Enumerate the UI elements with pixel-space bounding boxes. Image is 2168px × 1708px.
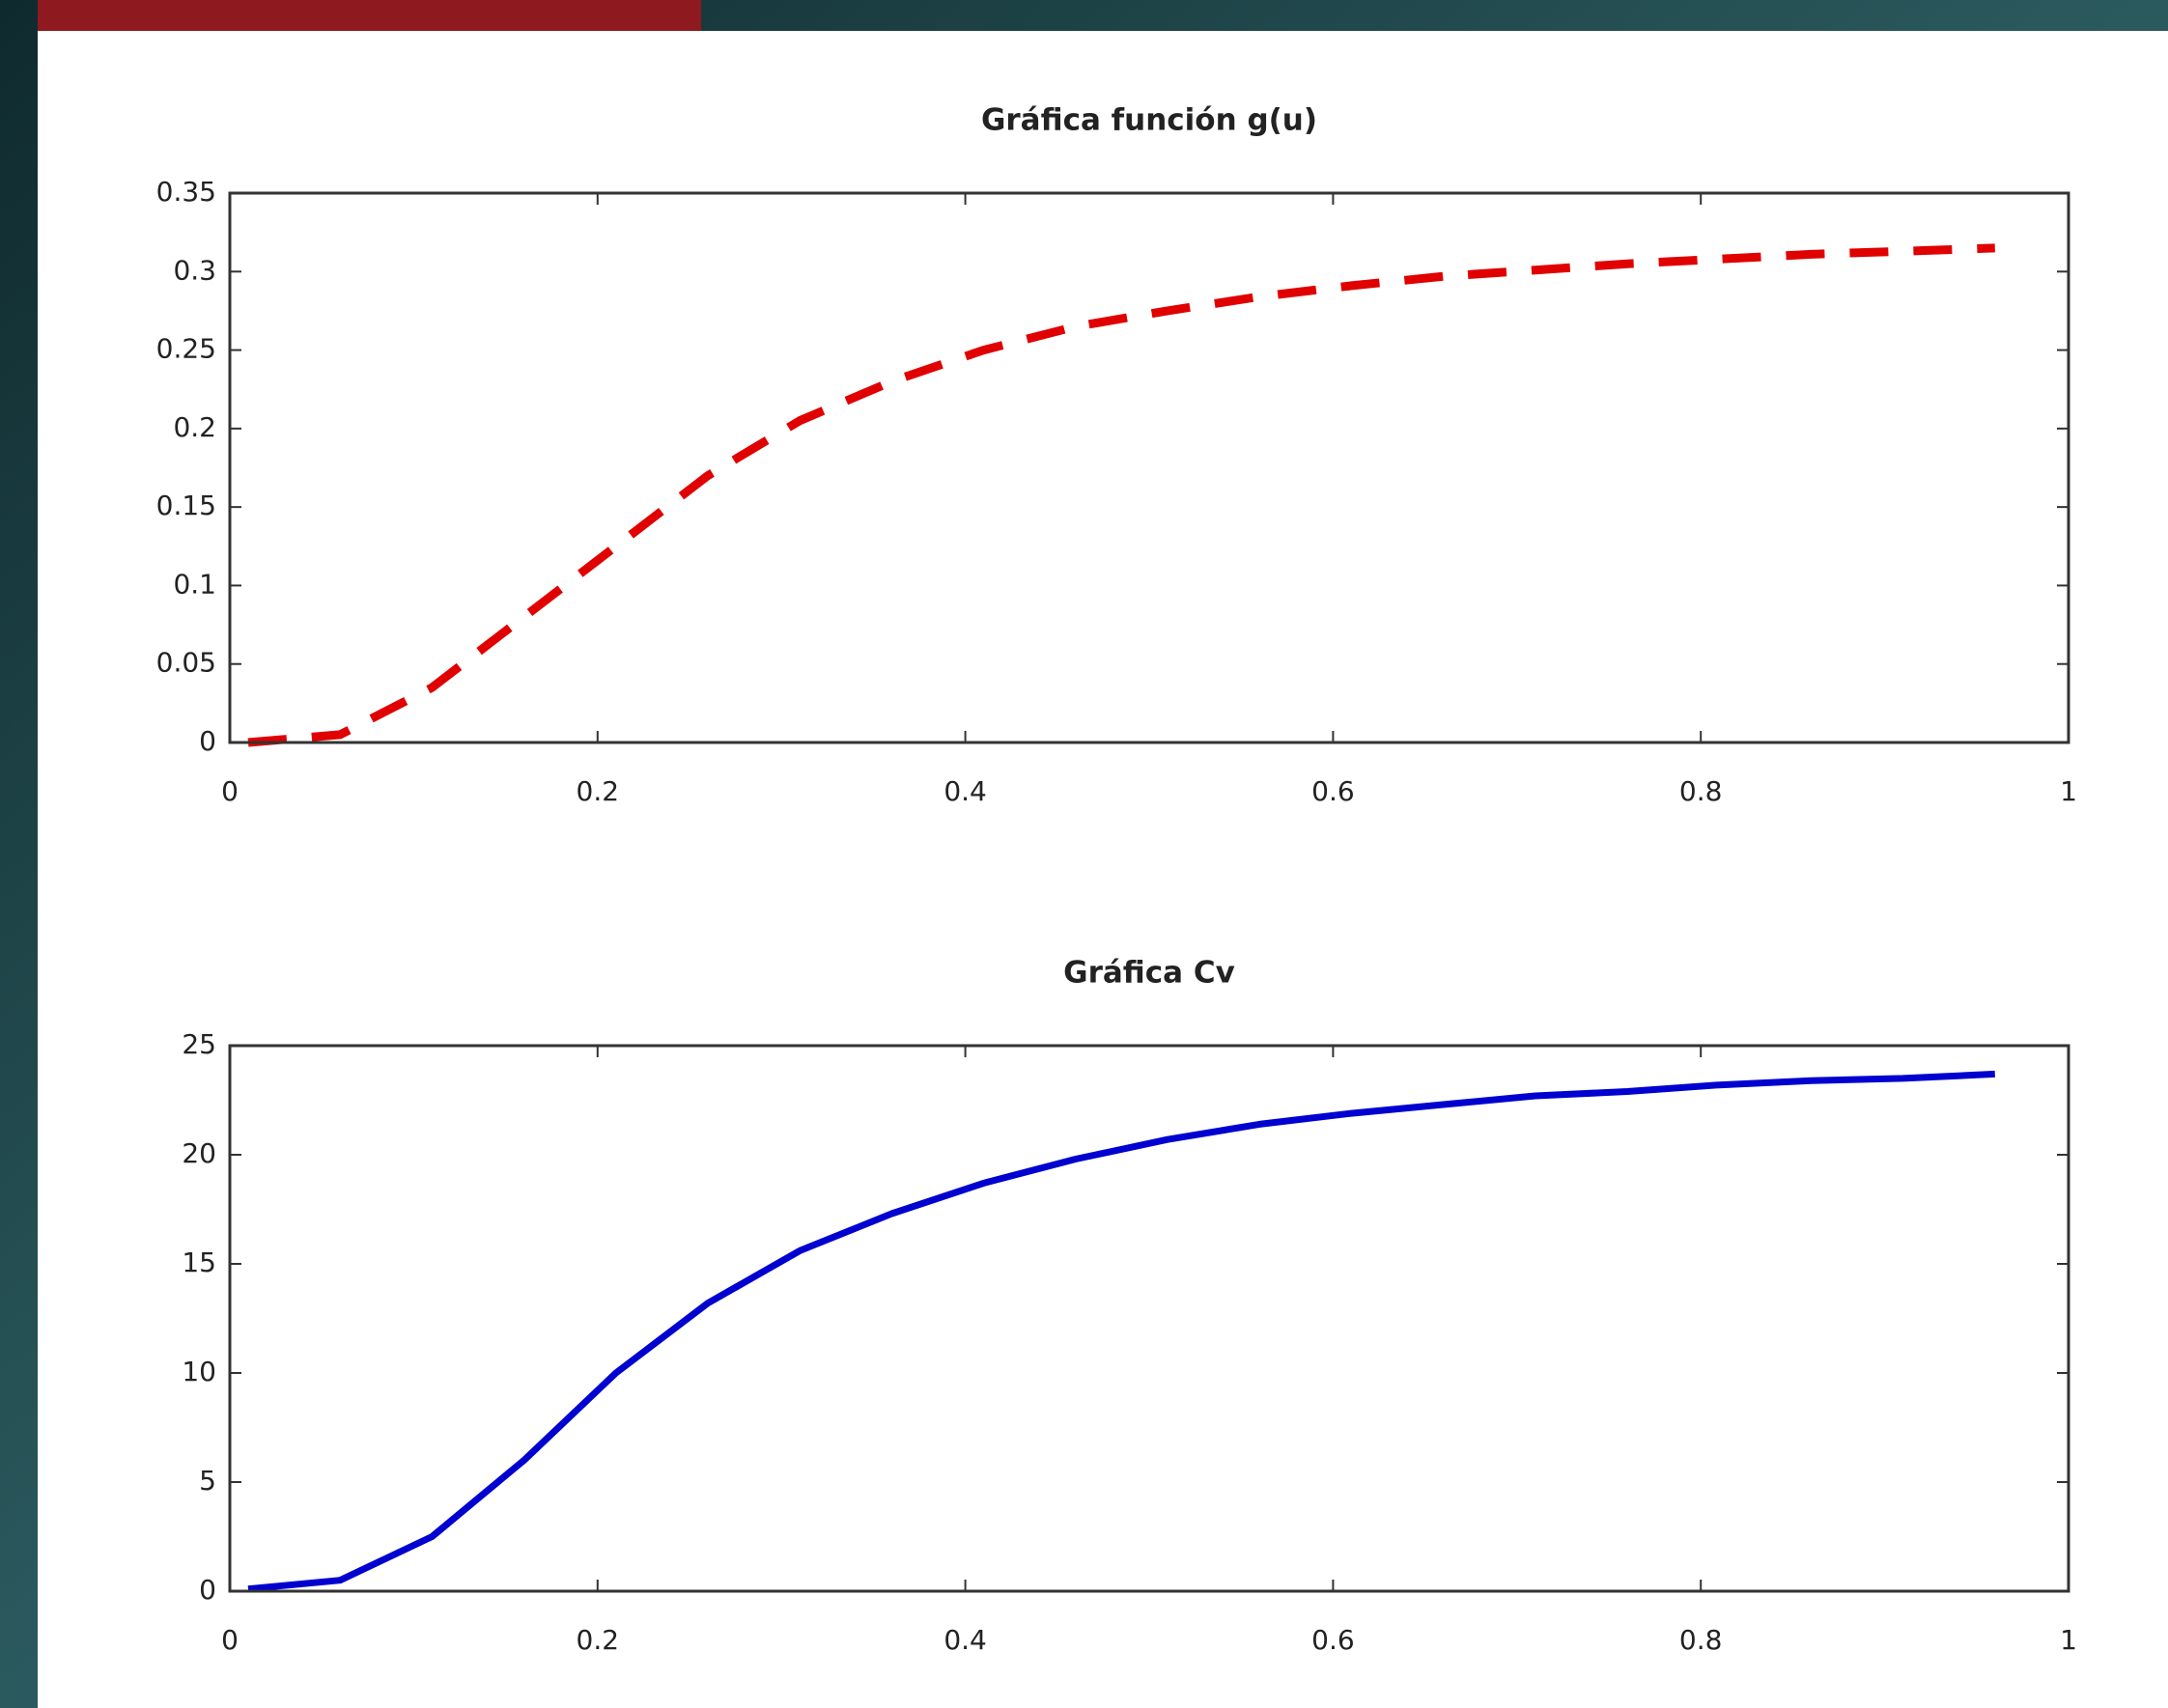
x-tick-label: 1 [2060,775,2077,807]
x-tick-label: 0.8 [1679,775,1723,807]
y-tick-label: 0.2 [173,411,216,443]
x-tick-label: 0.4 [943,775,987,807]
y-tick-label: 0.35 [156,176,216,208]
data-line [247,243,1995,747]
y-tick-label: 20 [182,1137,216,1169]
y-tick-label: 0 [199,1574,216,1606]
x-tick-label: 0.8 [1679,1624,1723,1656]
x-tick-label: 0.6 [1311,1624,1355,1656]
data-line [247,1070,1995,1593]
chart-title: Gráfica Cv [1063,956,1235,991]
header-bar [38,0,701,31]
x-tick-label: 0.4 [943,1624,987,1656]
y-tick-label: 15 [182,1246,216,1278]
x-tick-label: 0.6 [1311,775,1355,807]
chart-title: Gráfica función g(u) [981,103,1317,138]
y-tick-label: 0.05 [156,647,216,679]
y-tick-label: 0.15 [156,490,216,521]
x-tick-label: 0.2 [577,1624,620,1656]
x-tick-label: 1 [2060,1624,2077,1656]
y-tick-label: 0.25 [156,333,216,365]
content-panel [38,31,2168,1708]
x-tick-label: 0 [221,775,239,807]
y-tick-label: 0.3 [173,254,216,286]
x-tick-label: 0.2 [577,775,620,807]
y-tick-label: 25 [182,1028,216,1060]
plot-frame [228,191,2070,744]
y-tick-label: 0 [199,725,216,757]
x-tick-label: 0 [221,1624,239,1656]
y-tick-label: 5 [199,1465,216,1497]
y-tick-label: 10 [182,1356,216,1387]
plot-frame [228,1044,2070,1593]
y-tick-label: 0.1 [173,568,216,600]
